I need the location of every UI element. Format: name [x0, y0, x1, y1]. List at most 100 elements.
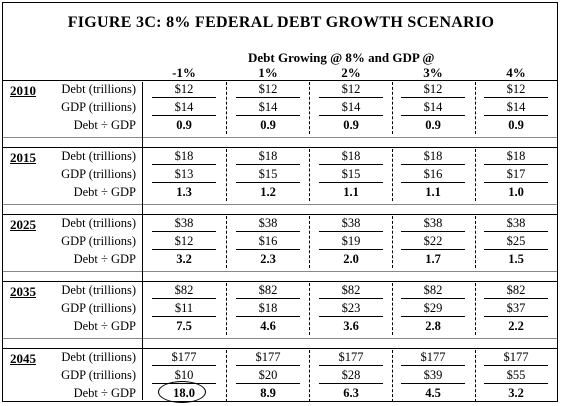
cell-underline: [401, 383, 465, 384]
cell-underline: [484, 97, 548, 98]
row-label: Debt (trillions): [61, 283, 136, 297]
table-cell: $12: [341, 82, 361, 96]
cell-underline: [152, 164, 216, 165]
table-cell: 1.5: [508, 252, 524, 266]
table-cell: 1.1: [425, 185, 441, 199]
block-rule: [3, 147, 557, 148]
row-label: GDP (trillions): [61, 100, 136, 114]
table-cell: $12: [506, 82, 526, 96]
table-cell: $16: [258, 234, 278, 248]
table-cell: $177: [503, 350, 529, 364]
table-cell: $12: [258, 82, 278, 96]
block-divider: [3, 137, 557, 138]
column-divider: [309, 82, 310, 134]
table-cell: $38: [506, 216, 526, 230]
cell-underline: [401, 97, 465, 98]
table-cell: $38: [174, 216, 194, 230]
table-cell: $39: [423, 368, 443, 382]
table-cell: $38: [258, 216, 278, 230]
row-label: GDP (trillions): [61, 301, 136, 315]
table-cell: $37: [506, 301, 526, 315]
block-divider: [3, 338, 557, 339]
column-header: 2%: [341, 65, 361, 80]
row-label: Debt (trillions): [61, 149, 136, 163]
cell-underline: [152, 182, 216, 183]
column-header: 3%: [423, 65, 443, 80]
year-label: 2015: [10, 150, 36, 165]
year-label: 2025: [10, 217, 36, 232]
table-cell: $11: [174, 301, 194, 315]
cell-underline: [401, 298, 465, 299]
table-cell: $14: [423, 100, 443, 114]
row-label: Debt (trillions): [61, 350, 136, 364]
cell-underline: [484, 164, 548, 165]
column-header: -1%: [172, 65, 196, 80]
cell-underline: [401, 182, 465, 183]
table-cell: $82: [506, 283, 526, 297]
table-cell: 3.2: [176, 252, 192, 266]
table-cell: 1.0: [508, 185, 524, 199]
cell-underline: [319, 231, 383, 232]
table-cell: $12: [423, 82, 443, 96]
table-cell: 1.3: [176, 185, 192, 199]
table-cell: $25: [506, 234, 526, 248]
table-cell: $12: [174, 82, 194, 96]
year-label: 2010: [10, 83, 36, 98]
row-label: Debt ÷ GDP: [73, 185, 136, 199]
row-label: Debt ÷ GDP: [73, 319, 136, 333]
cell-underline: [319, 115, 383, 116]
cell-underline: [484, 231, 548, 232]
table-cell: $177: [338, 350, 364, 364]
column-group-heading: Debt Growing @ 8% and GDP @: [248, 50, 435, 65]
cell-underline: [319, 316, 383, 317]
table-cell: $14: [506, 100, 526, 114]
row-label: GDP (trillions): [61, 234, 136, 248]
cell-underline: [236, 164, 300, 165]
table-cell: $12: [174, 234, 194, 248]
table-cell: $22: [423, 234, 443, 248]
column-divider: [309, 350, 310, 402]
table-cell: 0.9: [260, 118, 276, 132]
cell-underline: [484, 115, 548, 116]
table-cell: 0.9: [343, 118, 359, 132]
table-cell: 4.6: [260, 319, 276, 333]
column-divider: [475, 149, 476, 201]
table-cell: $20: [258, 368, 278, 382]
column-divider: [392, 350, 393, 402]
table-cell: $82: [258, 283, 278, 297]
cell-underline: [236, 182, 300, 183]
cell-underline: [319, 182, 383, 183]
table-cell: 8.9: [260, 386, 276, 400]
table-cell: 1.7: [425, 252, 441, 266]
table-cell: $38: [341, 216, 361, 230]
table-cell: 2.8: [425, 319, 441, 333]
block-divider: [3, 271, 557, 272]
figure-title: FIGURE 3C: 8% FEDERAL DEBT GROWTH SCENAR…: [67, 14, 495, 31]
table-cell: $38: [423, 216, 443, 230]
table-cell: $18: [174, 149, 194, 163]
table-cell: 4.5: [425, 386, 441, 400]
table-cell: $23: [341, 301, 361, 315]
block-rule: [3, 214, 557, 215]
year-label: 2045: [10, 351, 36, 366]
cell-underline: [152, 298, 216, 299]
table-cell: $19: [341, 234, 361, 248]
cell-underline: [152, 249, 216, 250]
row-label: Debt ÷ GDP: [73, 252, 136, 266]
cell-underline: [401, 231, 465, 232]
row-label: Debt (trillions): [61, 82, 136, 96]
table-cell: 2.3: [260, 252, 276, 266]
table-cell: $18: [341, 149, 361, 163]
column-divider: [226, 82, 227, 134]
row-label: Debt ÷ GDP: [73, 386, 136, 400]
table-cell: $15: [258, 167, 278, 181]
column-divider: [226, 283, 227, 335]
column-divider: [142, 82, 143, 400]
table-cell: $18: [258, 149, 278, 163]
cell-underline: [236, 231, 300, 232]
cell-underline: [319, 97, 383, 98]
cell-underline: [236, 115, 300, 116]
cell-underline: [236, 298, 300, 299]
cell-underline: [319, 249, 383, 250]
column-header: 4%: [506, 65, 526, 80]
